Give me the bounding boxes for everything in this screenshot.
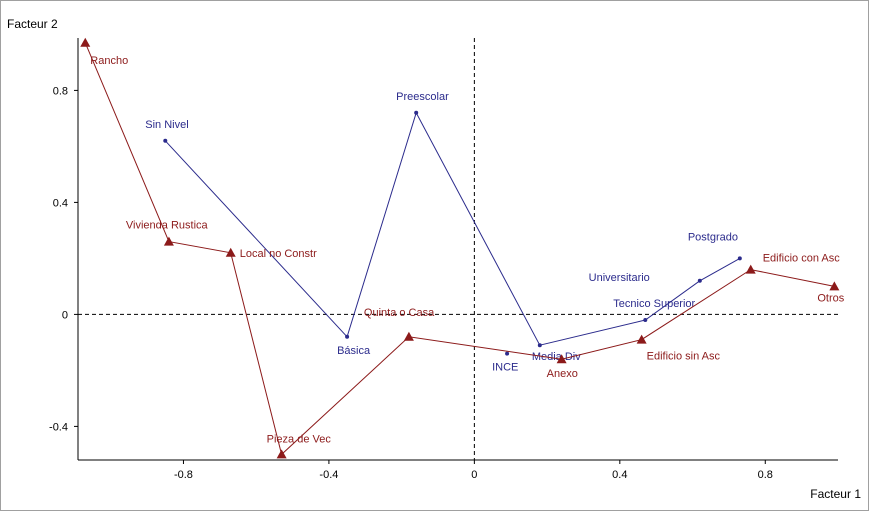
x-tick-label: 0.4 [612, 469, 627, 481]
triangle-marker [163, 236, 174, 246]
point-label: Quinta o Casa [364, 307, 435, 319]
triangle-marker [80, 37, 91, 47]
point-marker [643, 318, 648, 322]
point-label: Media Div [532, 351, 581, 363]
point-marker [697, 278, 702, 283]
triangle-marker [225, 247, 236, 257]
point-label: Universitario [589, 272, 650, 284]
x-tick-label: -0.4 [319, 469, 338, 481]
point-label: Sin Nivel [145, 119, 188, 131]
point-marker [414, 110, 419, 115]
point-label: Edificio con Asc [763, 253, 841, 265]
point-label: Edificio sin Asc [647, 351, 721, 363]
point-label: Postgrado [688, 231, 738, 243]
point-label: Otros [817, 292, 844, 304]
y-tick-label: -0.4 [49, 421, 68, 433]
y-axis-title: Facteur 2 [7, 17, 58, 31]
point-marker [345, 334, 350, 339]
point-label: INCE [492, 362, 518, 374]
x-tick-label: -0.8 [174, 469, 193, 481]
point-marker [505, 351, 510, 356]
point-label: Rancho [90, 55, 128, 67]
series-1-line [164, 111, 741, 346]
triangle-marker [276, 449, 287, 459]
triangle-marker [829, 281, 840, 291]
y-tick-label: 0.4 [53, 197, 68, 209]
triangle-marker [556, 354, 567, 364]
triangle-marker [745, 264, 756, 274]
series-2-line [84, 42, 835, 456]
triangle-marker [636, 334, 647, 344]
x-axis-title: Facteur 1 [810, 487, 861, 501]
triangle-marker [403, 331, 414, 341]
point-label: Local no Constr [240, 248, 317, 260]
point-marker [737, 256, 742, 261]
point-label: Tecnico Superior [613, 298, 695, 310]
point-label: Pieza de Vec [267, 433, 332, 445]
point-label: Básica [337, 345, 371, 357]
point-marker [163, 138, 168, 143]
point-label: Preescolar [396, 91, 449, 103]
y-tick-label: 0 [62, 309, 68, 321]
x-tick-label: 0 [471, 469, 477, 481]
point-label: Vivienda Rustica [126, 220, 209, 232]
x-tick-label: 0.8 [758, 469, 773, 481]
point-label: Anexo [547, 368, 578, 380]
point-marker [537, 343, 542, 348]
y-tick-label: 0.8 [53, 85, 68, 97]
